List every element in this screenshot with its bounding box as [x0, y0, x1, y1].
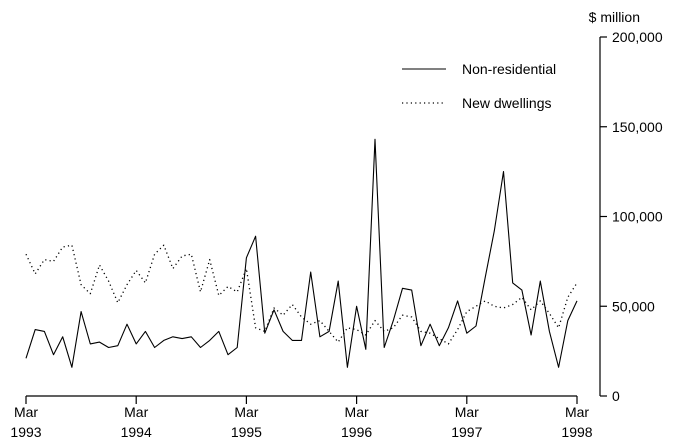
x-axis: Mar 1993 Mar 1994 Mar 1995 Mar 1996 Mar 1997 Mar 19… — [10, 395, 593, 440]
legend-label: New dwellings — [462, 95, 551, 111]
y-axis-unit-label: $ million — [589, 9, 640, 25]
x-tick-month-label: Mar — [345, 404, 369, 420]
x-tick-month-label: Mar — [124, 404, 148, 420]
legend-label: Non-residential — [462, 61, 556, 77]
x-tick-month-label: Mar — [234, 404, 258, 420]
x-tick-year-label: 1998 — [561, 424, 592, 440]
x-tick-month-label: Mar — [455, 404, 479, 420]
y-tick-label: 0 — [612, 388, 620, 404]
x-tick-year-label: 1996 — [341, 424, 372, 440]
x-tick-year-label: 1994 — [121, 424, 152, 440]
y-tick-label: 50,000 — [612, 298, 655, 314]
y-tick-label: 100,000 — [612, 209, 663, 225]
series-layer — [25, 138, 578, 368]
y-tick-label: 200,000 — [612, 29, 663, 45]
legend: Non-residential New dwellings — [402, 61, 556, 111]
y-tick-label: 150,000 — [612, 119, 663, 135]
x-tick-month-label: Mar — [14, 404, 38, 420]
x-tick-month-label: Mar — [565, 404, 589, 420]
series-line-new-dwellings — [25, 244, 578, 345]
x-tick-year-label: 1997 — [451, 424, 482, 440]
series-line-non-residential — [25, 138, 578, 368]
y-axis: $ million 0 50,000 100,000 150,000 200,000 — [589, 9, 663, 404]
x-tick-year-label: 1993 — [10, 424, 41, 440]
x-tick-year-label: 1995 — [231, 424, 262, 440]
